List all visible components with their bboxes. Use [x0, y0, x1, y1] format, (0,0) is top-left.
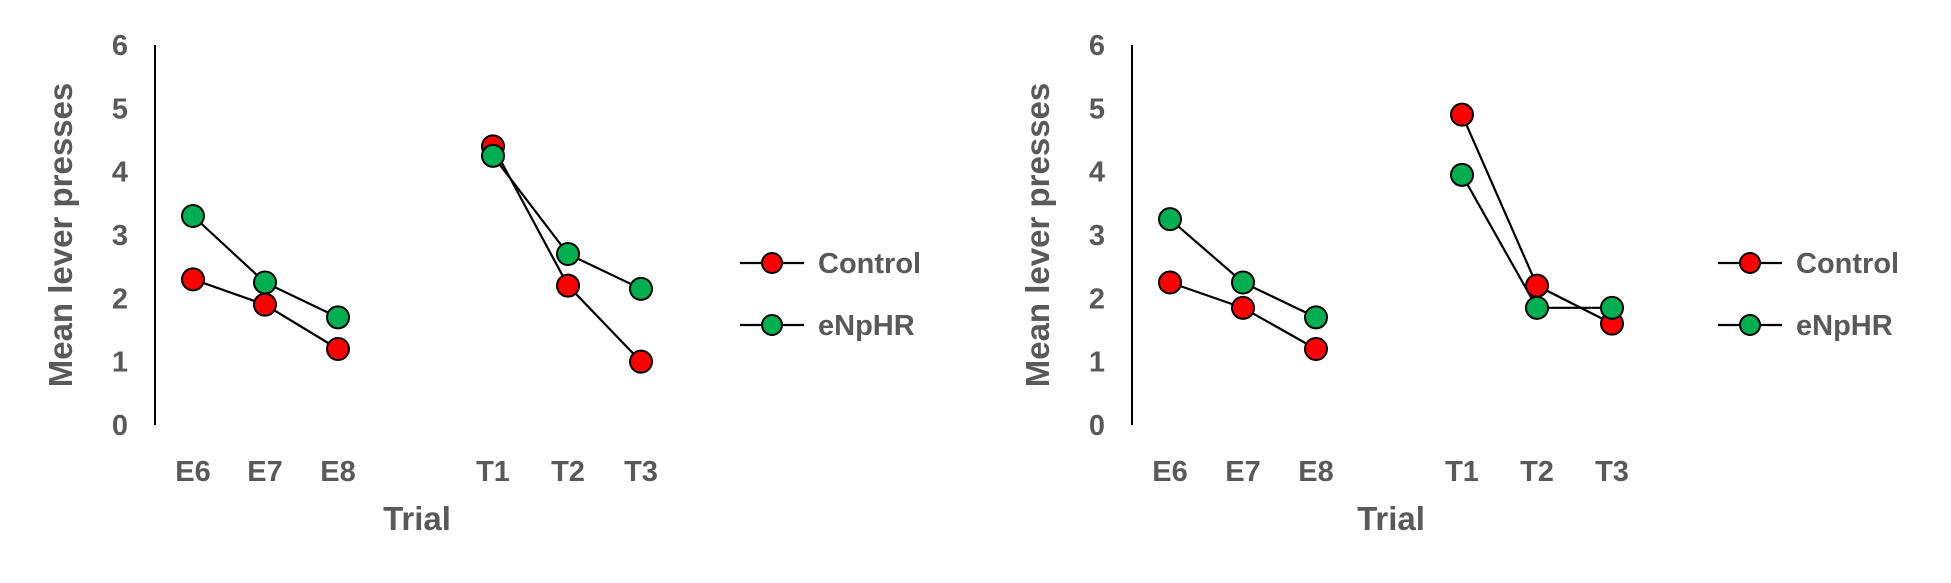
legend-label-enphr: eNpHR — [818, 310, 915, 342]
data-point-control — [253, 292, 277, 317]
x-tick-label: E6 — [1152, 456, 1187, 488]
x-tick-label: T2 — [1520, 456, 1554, 488]
y-tick-label: 2 — [112, 283, 128, 315]
legend-marker-enphr — [1739, 314, 1761, 336]
data-point-enphr — [481, 143, 505, 168]
y-tick-label: 3 — [1089, 220, 1105, 252]
y-tick-label: 0 — [112, 410, 128, 442]
data-point-control — [1450, 102, 1474, 127]
x-axis-title: Trial — [1357, 500, 1425, 537]
data-point-enphr — [253, 270, 277, 295]
legend-label-control: Control — [818, 248, 921, 280]
y-axis-title: Mean lever presses — [1019, 83, 1056, 388]
x-tick-label: T3 — [624, 456, 658, 488]
x-tick-label: E8 — [1298, 456, 1333, 488]
legend-label-control: Control — [1796, 248, 1899, 280]
legend-marker-control — [1739, 252, 1761, 274]
data-point-control — [1158, 270, 1182, 295]
data-point-enphr — [1450, 162, 1474, 187]
y-tick-label: 5 — [112, 93, 128, 125]
x-tick-label: E6 — [175, 456, 210, 488]
x-tick-label: E7 — [1225, 456, 1260, 488]
y-tick-label: 1 — [1089, 347, 1105, 379]
data-point-enphr — [556, 242, 580, 266]
x-tick-label: T1 — [476, 456, 510, 488]
y-tick-label: 6 — [112, 30, 128, 62]
data-point-control — [326, 337, 350, 361]
x-tick-label: E8 — [320, 456, 355, 488]
y-tick-label: 6 — [1089, 30, 1105, 62]
data-point-control — [556, 273, 580, 298]
data-point-enphr — [181, 204, 205, 228]
y-tick-label: 4 — [1089, 157, 1105, 189]
x-axis-title: Trial — [383, 500, 451, 537]
x-tick-label: E7 — [247, 456, 282, 488]
legend-label-enphr: eNpHR — [1796, 310, 1893, 342]
data-point-control — [1525, 273, 1549, 298]
data-point-enphr — [629, 276, 653, 301]
series-line-enphr — [492, 155, 642, 290]
legend-marker-control — [761, 252, 783, 274]
data-point-enphr — [326, 305, 350, 330]
y-tick-label: 4 — [112, 157, 128, 189]
data-point-control — [181, 267, 205, 292]
x-tick-label: T2 — [551, 456, 585, 488]
data-point-enphr — [1304, 305, 1328, 330]
x-tick-label: T3 — [1595, 456, 1629, 488]
x-tick-label: T1 — [1445, 456, 1479, 488]
data-point-control — [1304, 337, 1328, 361]
data-point-enphr — [1525, 295, 1549, 320]
y-tick-label: 0 — [1089, 410, 1105, 442]
data-point-enphr — [1600, 295, 1624, 320]
data-point-enphr — [1158, 207, 1182, 232]
legend-marker-enphr — [761, 314, 783, 336]
y-tick-label: 3 — [112, 220, 128, 252]
y-axis-title: Mean lever presses — [42, 83, 79, 388]
chart-panel-2: 0 1 2 3 4 5 6 E6 E7 E8 T1 T2 T3 Trial Mean lever press… — [1019, 30, 1899, 537]
y-tick-label: 1 — [112, 347, 128, 379]
y-tick-label: 2 — [1089, 283, 1105, 315]
data-point-control — [1231, 295, 1255, 320]
y-tick-label: 5 — [1089, 93, 1105, 125]
data-point-enphr — [1231, 270, 1255, 295]
chart-panel-1: 0 1 2 3 4 5 6 E6 E7 E8 T1 T2 T3 Trial Mean lever press… — [42, 30, 921, 537]
data-point-control — [629, 349, 653, 374]
